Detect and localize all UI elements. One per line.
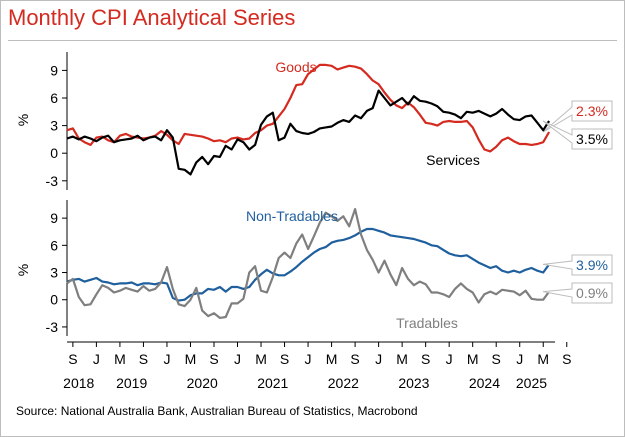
end-label-box — [542, 254, 613, 276]
x-tick-label: J — [234, 351, 241, 367]
x-tick-label: M — [396, 351, 408, 367]
end-label-box — [542, 100, 613, 133]
x-tick-label: M — [185, 351, 197, 367]
x-tick-label: M — [114, 351, 126, 367]
x-tick-label: J — [163, 351, 170, 367]
y-tick-label: 9 — [50, 62, 58, 78]
end-value-label: 3.9% — [576, 257, 608, 273]
y-tick-label: -3 — [46, 319, 59, 335]
series-annotation: Non-Tradables — [246, 208, 338, 224]
series-line-services — [66, 89, 551, 176]
x-tick-label: S — [350, 351, 359, 367]
x-year-label: 2025 — [516, 375, 547, 391]
x-tick-label: S — [139, 351, 148, 367]
title-rule — [8, 40, 617, 41]
y-axis-label: % — [15, 114, 31, 126]
series-annotation: Goods — [275, 59, 316, 75]
x-tick-label: S — [209, 351, 218, 367]
x-tick-label: M — [326, 351, 338, 367]
y-tick-label: 3 — [50, 265, 58, 281]
series-line-tradables — [66, 208, 550, 319]
x-tick-label: J — [305, 351, 312, 367]
x-year-label: 2024 — [469, 375, 500, 391]
x-tick-label: M — [467, 351, 479, 367]
x-tick-label: M — [537, 351, 549, 367]
x-year-label: 2023 — [398, 375, 429, 391]
series-annotation: Services — [426, 152, 480, 168]
x-tick-label: S — [421, 351, 430, 367]
x-year-label: 2018 — [63, 375, 94, 391]
end-value-label: 2.3% — [576, 103, 608, 119]
x-year-label: 2022 — [328, 375, 359, 391]
source-note: Source: National Australia Bank, Austral… — [16, 404, 418, 418]
series-line-non-tradables — [66, 227, 550, 302]
end-label-box — [542, 282, 613, 304]
x-tick-label: J — [93, 351, 100, 367]
x-tick-label: J — [446, 351, 453, 367]
x-year-label: 2021 — [257, 375, 288, 391]
chart-title: Monthly CPI Analytical Series — [8, 5, 296, 30]
y-tick-label: 0 — [50, 145, 58, 161]
x-year-label: 2019 — [116, 375, 147, 391]
series-annotation: Tradables — [396, 315, 458, 331]
end-label-box — [542, 120, 613, 150]
x-tick-label: S — [280, 351, 289, 367]
y-tick-label: 3 — [50, 118, 58, 134]
x-tick-label: S — [68, 351, 77, 367]
y-axis-label: % — [15, 264, 31, 276]
end-value-label: 0.9% — [576, 285, 608, 301]
y-tick-label: 0 — [50, 292, 58, 308]
y-tick-label: 6 — [50, 237, 58, 253]
x-tick-label: M — [255, 351, 267, 367]
y-tick-label: 6 — [50, 90, 58, 106]
x-tick-label: J — [375, 351, 382, 367]
end-value-label: 3.5% — [576, 131, 608, 147]
x-year-label: 2020 — [187, 375, 218, 391]
x-tick-label: J — [516, 351, 523, 367]
x-tick-label: S — [562, 351, 571, 367]
x-tick-label: S — [492, 351, 501, 367]
y-tick-label: 9 — [50, 210, 58, 226]
y-tick-label: -3 — [46, 173, 59, 189]
